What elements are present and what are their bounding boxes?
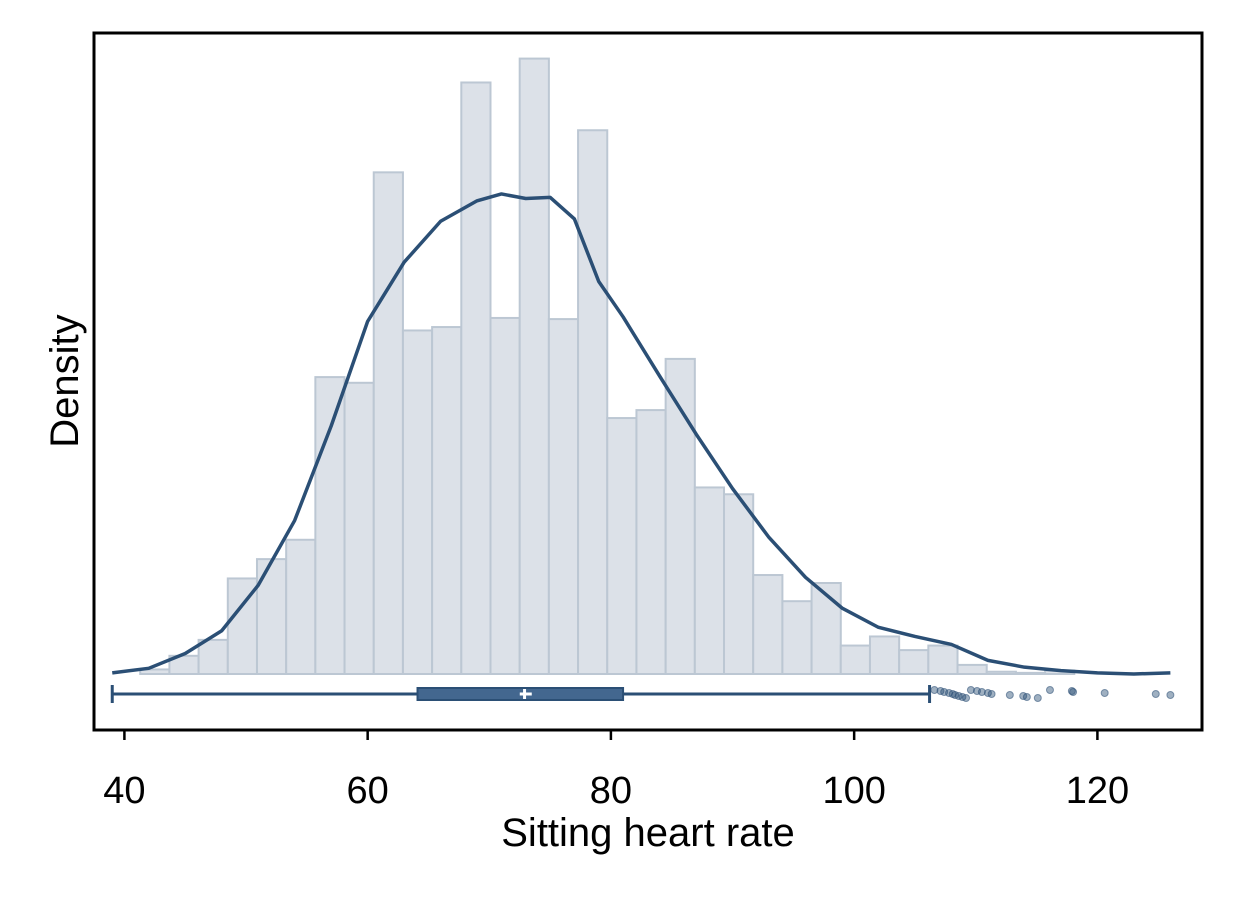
histogram-bar xyxy=(577,129,609,675)
histogram-bar xyxy=(489,316,521,675)
density-curve xyxy=(112,192,1171,676)
boxplot-outlier-point xyxy=(977,688,986,696)
boxplot-outlier-point xyxy=(1151,690,1160,698)
histogram-bar xyxy=(868,635,901,676)
boxplot-outlier-point xyxy=(930,686,939,694)
histogram-bar xyxy=(343,381,375,675)
plot-frame xyxy=(92,31,1204,732)
histogram-bar xyxy=(431,326,463,675)
x-tick-label: 100 xyxy=(822,770,885,812)
histogram-bar xyxy=(693,486,726,675)
x-tick-label: 80 xyxy=(590,770,632,812)
histogram-bars xyxy=(139,57,1076,676)
histogram-bar xyxy=(197,638,229,675)
boxplot-outlier-point xyxy=(962,694,971,702)
boxplot-outlier-point xyxy=(966,686,975,694)
histogram-bar xyxy=(956,663,988,676)
histogram-bar xyxy=(898,649,930,675)
histogram-bar xyxy=(518,57,550,675)
boxplot-outlier-point xyxy=(1005,691,1014,699)
histogram-bar xyxy=(401,329,434,675)
histogram-bar xyxy=(810,582,842,675)
x-tick-label: 60 xyxy=(347,770,389,812)
boxplot-outlier-point xyxy=(1069,688,1078,696)
boxplot-outlier-point xyxy=(987,690,996,698)
x-tick-label: 120 xyxy=(1066,770,1129,812)
histogram-bar xyxy=(606,417,638,675)
histogram-bar xyxy=(635,409,667,675)
histogram-bar xyxy=(285,538,317,676)
boxplot-outlier-point xyxy=(1022,693,1031,701)
horizontal-boxplot xyxy=(110,685,1175,703)
histogram-bar xyxy=(927,644,959,675)
histogram-bar xyxy=(839,644,871,675)
histogram-bar xyxy=(1014,671,1047,675)
histogram-bar xyxy=(781,600,813,676)
histogram-bar xyxy=(723,493,755,675)
histogram-bar xyxy=(460,81,492,676)
boxplot-outlier-point xyxy=(1100,689,1109,697)
y-axis-title: Density xyxy=(43,314,87,447)
x-axis-ticks: 40 60 80 100 120 xyxy=(103,730,1129,812)
histogram-bar xyxy=(985,670,1017,675)
x-axis-title: Sitting heart rate xyxy=(501,811,795,855)
histogram-bar xyxy=(547,318,580,675)
histogram-bar xyxy=(752,574,784,676)
histogram-bar xyxy=(314,376,346,675)
histogram-bar xyxy=(372,171,404,675)
x-tick-label: 40 xyxy=(103,770,145,812)
boxplot-outlier-point xyxy=(1045,686,1054,694)
boxplot-outlier-point xyxy=(1033,694,1042,702)
boxplot-outlier-point xyxy=(1166,691,1175,699)
